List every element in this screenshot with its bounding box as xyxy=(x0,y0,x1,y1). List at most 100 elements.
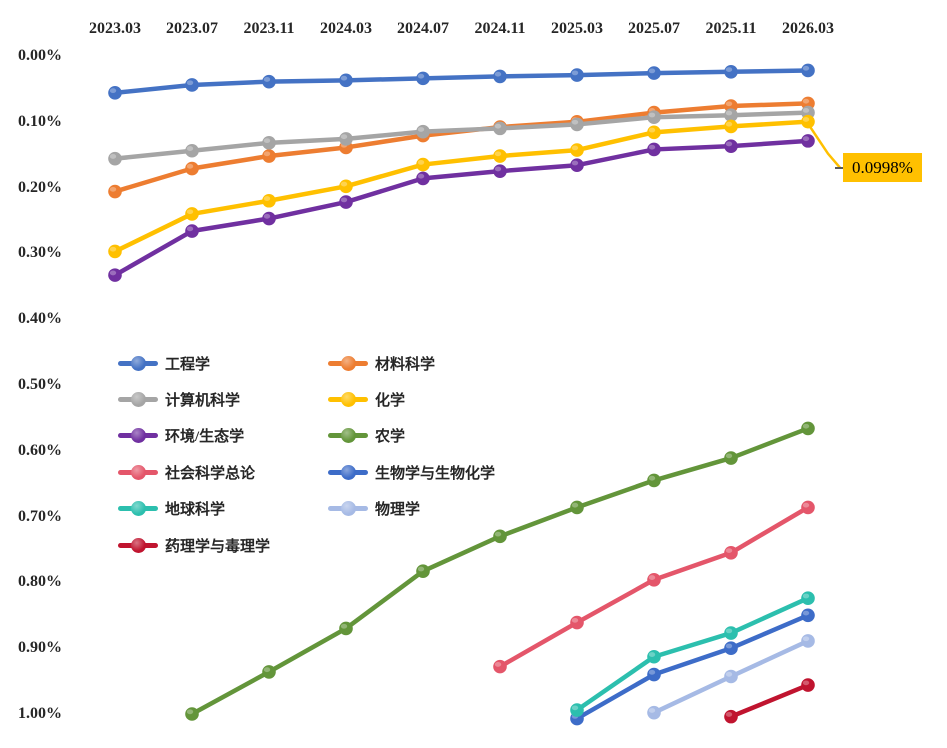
data-point-environment-ecology xyxy=(570,158,584,173)
series-line-social-sciences-general xyxy=(497,505,811,669)
data-point-chemistry xyxy=(339,179,353,194)
data-point-environment-ecology xyxy=(185,224,199,238)
legend-label: 物理学 xyxy=(375,502,421,519)
legend-line-icon xyxy=(118,428,158,444)
data-point-highlight xyxy=(263,77,271,82)
y-axis-label: 0.10% xyxy=(18,112,62,130)
y-axis-label: 0.40% xyxy=(18,310,62,328)
data-point-highlight xyxy=(571,160,579,166)
legend-label: 计算机科学 xyxy=(165,392,241,409)
data-point-computer-science xyxy=(416,124,430,139)
data-point-highlight xyxy=(648,475,656,481)
data-point-physics xyxy=(724,669,738,684)
legend-line-icon xyxy=(118,537,158,553)
legend-marker-icon xyxy=(340,355,356,371)
data-point-geosciences xyxy=(724,626,738,640)
legend-line-icon xyxy=(118,355,158,371)
y-axis-label: 0.50% xyxy=(18,376,62,393)
series-line-environment-ecology xyxy=(112,138,811,278)
data-point-materials-science xyxy=(108,184,122,199)
data-point-physics xyxy=(647,705,661,720)
data-point-highlight xyxy=(725,110,733,116)
data-point-highlight xyxy=(494,123,502,129)
data-point-highlight xyxy=(186,226,194,232)
data-point-social-sciences-general xyxy=(647,572,661,587)
data-point-environment-ecology xyxy=(339,195,353,209)
data-point-highlight xyxy=(802,636,810,642)
data-point-highlight xyxy=(648,68,656,74)
legend-marker-icon xyxy=(130,428,146,444)
data-point-pharmacology-toxicology xyxy=(724,709,738,724)
data-point-engineering xyxy=(262,74,276,89)
data-point-highlight xyxy=(186,209,194,215)
data-point-highlight xyxy=(802,502,810,508)
data-point-highlight xyxy=(186,146,194,151)
legend-marker-icon xyxy=(130,355,146,371)
data-point-agronomy xyxy=(185,707,199,721)
data-point-chemistry xyxy=(647,125,661,140)
data-point-agronomy xyxy=(647,473,661,488)
legend-item-pharmacology-toxicology: 药理学与毒理学 xyxy=(118,534,270,556)
data-point-highlight xyxy=(263,213,271,219)
data-point-agronomy xyxy=(339,621,353,636)
legend-line-icon xyxy=(118,501,158,517)
legend-item-environment-ecology: 环境/生态学 xyxy=(118,425,244,447)
legend-label: 生物学与生物化学 xyxy=(375,465,496,482)
legend-label: 环境/生态学 xyxy=(165,429,245,446)
legend-marker-icon xyxy=(130,537,146,553)
data-point-highlight xyxy=(571,70,579,76)
data-point-chemistry xyxy=(185,207,199,221)
legend-line-icon xyxy=(328,391,368,407)
legend-marker-icon xyxy=(130,391,146,407)
x-axis-label: 2023.11 xyxy=(243,20,295,37)
data-point-highlight xyxy=(494,151,502,157)
data-point-highlight xyxy=(802,680,810,686)
data-point-highlight xyxy=(802,117,810,122)
data-point-biology-biochemistry xyxy=(724,641,738,655)
data-point-highlight xyxy=(494,71,502,77)
data-point-highlight xyxy=(725,121,733,127)
data-point-computer-science xyxy=(493,121,507,136)
data-point-chemistry xyxy=(801,114,815,129)
data-point-highlight xyxy=(186,709,194,715)
legend-marker-icon xyxy=(130,464,146,480)
data-point-highlight xyxy=(494,531,502,537)
legend-item-materials-science: 材料科学 xyxy=(328,352,435,374)
data-point-social-sciences-general xyxy=(801,500,815,515)
data-point-highlight xyxy=(186,163,194,169)
legend-line-icon xyxy=(118,391,158,407)
legend-marker-icon xyxy=(340,391,356,407)
data-point-highlight xyxy=(494,662,502,667)
data-point-highlight xyxy=(802,65,810,71)
data-point-agronomy xyxy=(801,421,815,436)
data-point-highlight xyxy=(494,166,502,172)
data-point-social-sciences-general xyxy=(724,545,738,560)
legend-label: 地球科学 xyxy=(165,502,226,519)
data-point-environment-ecology xyxy=(262,211,276,226)
legend-line-icon xyxy=(118,464,158,480)
data-point-highlight xyxy=(802,423,810,429)
x-axis-label: 2025.11 xyxy=(705,20,757,37)
series-line-computer-science xyxy=(112,110,811,161)
y-axis-label: 0.00% xyxy=(18,47,62,64)
legend-item-engineering: 工程学 xyxy=(118,352,210,374)
legend-label: 工程学 xyxy=(165,356,211,373)
x-axis-label: 2024.07 xyxy=(397,20,449,37)
data-point-highlight xyxy=(802,136,810,142)
legend-marker-icon xyxy=(130,501,146,517)
data-point-agronomy xyxy=(724,451,738,465)
data-point-computer-science xyxy=(339,132,353,146)
series-line-engineering xyxy=(112,68,811,96)
data-point-highlight xyxy=(802,593,810,599)
data-point-chemistry xyxy=(493,149,507,163)
data-point-computer-science xyxy=(262,136,276,150)
data-point-highlight xyxy=(186,80,194,86)
x-axis-label: 2023.07 xyxy=(166,20,218,37)
series-line-geosciences xyxy=(574,595,811,713)
data-point-computer-science xyxy=(724,108,738,123)
data-point-highlight xyxy=(263,196,271,201)
y-axis-label: 1.00% xyxy=(18,705,62,722)
data-point-highlight xyxy=(802,98,810,104)
legend-label: 材料科学 xyxy=(375,356,436,373)
